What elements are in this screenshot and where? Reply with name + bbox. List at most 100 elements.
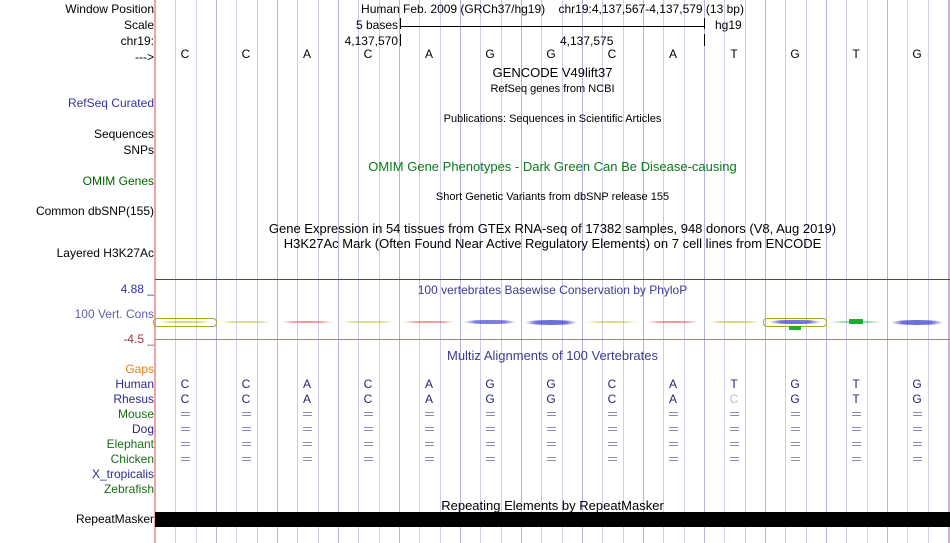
multiz-gap-dashes (486, 457, 495, 461)
species-label-elephant[interactable]: Elephant (106, 437, 154, 451)
gridline-minor (846, 0, 847, 543)
multiz-gap-dashes (669, 457, 678, 461)
conservation-top-rule (155, 279, 950, 280)
label-gaps[interactable]: Gaps (125, 362, 154, 376)
repeatmasker-bar (155, 512, 950, 527)
scale-tick-right (704, 18, 705, 29)
caption-dbsnp[interactable]: Short Genetic Variants from dbSNP releas… (435, 191, 670, 203)
label-window-position: Window Position (65, 2, 154, 16)
multiz-base: C (241, 377, 251, 391)
multiz-base: A (302, 377, 311, 391)
assembly-tag: hg19 (715, 18, 742, 32)
multiz-gap-dashes (425, 427, 434, 431)
coord-tick-left (400, 34, 401, 46)
caption-refseq-ncbi[interactable]: RefSeq genes from NCBI (490, 83, 615, 95)
label-omim-genes[interactable]: OMIM Genes (82, 174, 154, 188)
multiz-gap-dashes (730, 457, 739, 461)
multiz-gap-dashes (852, 457, 861, 461)
multiz-gap-dashes (791, 457, 800, 461)
label-layered-h3k27ac[interactable]: Layered H3K27Ac (56, 246, 154, 260)
multiz-gap-dashes (608, 457, 617, 461)
ruler-header: Human Feb. 2009 (GRCh37/hg19) chr19:4,13… (155, 0, 950, 70)
gridline-minor (297, 0, 298, 543)
scale-bases-text: 5 bases (355, 18, 398, 32)
species-label-rhesus[interactable]: Rhesus (113, 392, 154, 406)
gridline-minor (480, 0, 481, 543)
sequence-base: C (180, 47, 190, 61)
species-label-x_tropicalis[interactable]: X_tropicalis (91, 467, 154, 481)
caption-multiz[interactable]: Multiz Alignments of 100 Vertebrates (446, 348, 658, 363)
caption-gtex[interactable]: Gene Expression in 54 tissues from GTEx … (268, 221, 837, 236)
species-label-zebrafish[interactable]: Zebrafish (103, 482, 154, 496)
multiz-gap-dashes (364, 412, 373, 416)
phylop-bar (464, 320, 516, 324)
multiz-base: T (852, 377, 860, 391)
gridline-major (704, 0, 705, 543)
multiz-gap-dashes (364, 427, 373, 431)
multiz-gap-dashes (242, 412, 251, 416)
label-sequences[interactable]: Sequences (93, 127, 154, 141)
label-common-dbsnp[interactable]: Common dbSNP(155) (35, 204, 154, 218)
scale-tick-left (400, 18, 401, 29)
multiz-base: C (363, 377, 373, 391)
multiz-gap-dashes (608, 442, 617, 446)
label-100-vert-cons[interactable]: 100 Vert. Cons (74, 307, 154, 321)
conservation-track[interactable] (153, 0, 950, 543)
caption-h3k27ac[interactable]: H3K27Ac Mark (Often Found Near Active Re… (283, 236, 822, 251)
gridline-minor (623, 0, 624, 543)
multiz-gap-dashes (181, 442, 190, 446)
multiz-base: C (180, 377, 190, 391)
sequence-base: T (852, 47, 860, 61)
multiz-gap-dashes (486, 412, 495, 416)
multiz-gap-dashes (852, 442, 861, 446)
species-label-chicken[interactable]: Chicken (110, 452, 154, 466)
scale-bar (400, 26, 705, 27)
caption-publications[interactable]: Publications: Sequences in Scientific Ar… (443, 113, 662, 125)
multiz-gap-dashes (547, 427, 556, 431)
multiz-base: G (912, 392, 922, 406)
caption-gencode[interactable]: GENCODE V49lift37 (492, 65, 613, 80)
phylop-bar (586, 321, 638, 323)
gridline-major (216, 0, 217, 543)
multiz-base: G (485, 392, 495, 406)
multiz-gap-dashes (608, 412, 617, 416)
caption-phylop[interactable]: 100 vertebrates Basewise Conservation by… (417, 283, 688, 297)
assembly-title: Human Feb. 2009 (GRCh37/hg19) (361, 2, 546, 16)
phylop-bar (403, 321, 455, 323)
multiz-gap-dashes (425, 412, 434, 416)
multiz-gap-dashes (242, 457, 251, 461)
label-repeatmasker[interactable]: RepeatMasker (75, 512, 154, 526)
sequence-base: A (668, 47, 677, 61)
phylop-bar (708, 321, 760, 323)
label-snps[interactable]: SNPs (123, 143, 154, 157)
sequence-base: C (363, 47, 373, 61)
gridline-minor (724, 0, 725, 543)
species-label-mouse[interactable]: Mouse (117, 407, 154, 421)
repeatmasker-track[interactable] (155, 0, 950, 543)
gridline-major (155, 0, 156, 543)
multiz-base: G (546, 392, 556, 406)
gridline-minor (196, 0, 197, 543)
caption-repeatmasker[interactable]: Repeating Elements by RepeatMasker (441, 498, 664, 513)
multiz-base: C (363, 392, 373, 406)
gridline-minor (562, 0, 563, 543)
multiz-base: G (912, 377, 922, 391)
multiz-gap-dashes (913, 412, 922, 416)
multiz-gap-dashes (913, 427, 922, 431)
label-scale: Scale (123, 18, 154, 32)
gridline-minor (257, 0, 258, 543)
gridline-major (643, 0, 644, 543)
conservation-bottom-rule (155, 339, 950, 340)
gridline-minor (318, 0, 319, 543)
caption-omim[interactable]: OMIM Gene Phenotypes - Dark Green Can Be… (368, 159, 737, 174)
species-label-dog[interactable]: Dog (131, 422, 154, 436)
phylop-bar (281, 321, 333, 323)
gridline-minor (928, 0, 929, 543)
track-data-area[interactable] (155, 0, 950, 543)
gridline-minor (541, 0, 542, 543)
label-refseq-curated[interactable]: RefSeq Curated (67, 96, 154, 110)
multiz-base: G (485, 377, 495, 391)
species-label-human[interactable]: Human (115, 377, 154, 391)
